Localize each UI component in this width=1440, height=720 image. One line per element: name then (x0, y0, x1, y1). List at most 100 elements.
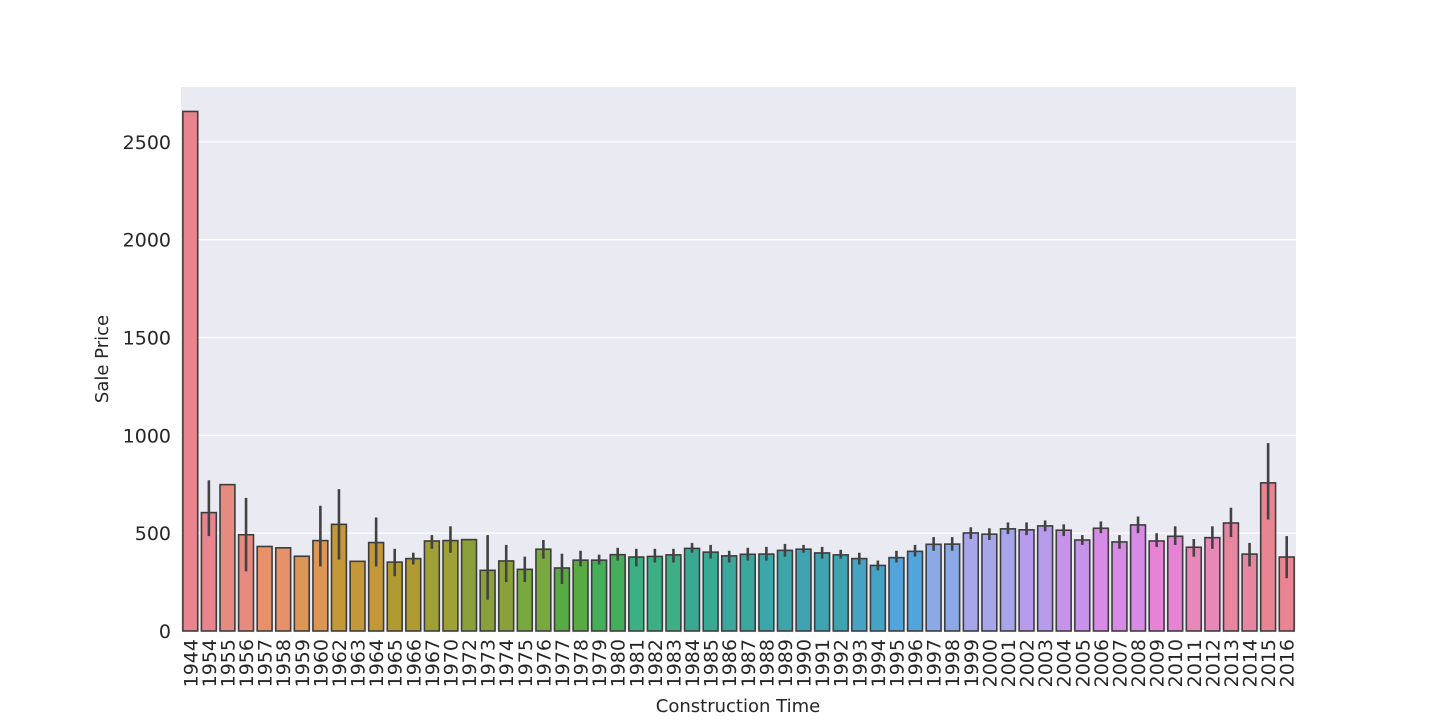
bar (1185, 546, 1203, 632)
error-bars (207, 443, 1289, 600)
gridlines (181, 141, 1296, 632)
x-tick-label: 1977 (552, 639, 574, 687)
bar (813, 552, 831, 632)
bar (851, 557, 868, 632)
x-tick-label: 2003 (1035, 639, 1057, 687)
x-tick-label: 2012 (1202, 639, 1224, 687)
x-tick-label: 1944 (180, 639, 202, 687)
x-tick-label: 1959 (292, 639, 314, 687)
y-tick-label: 0 (159, 621, 171, 643)
x-tick-label: 1976 (533, 639, 555, 687)
bar (1036, 525, 1054, 632)
x-tick-label: 2013 (1221, 639, 1243, 687)
x-tick-label: 1991 (812, 639, 834, 687)
y-axis-title: Sale Price (92, 315, 113, 403)
x-tick-label: 1993 (849, 639, 871, 687)
x-tick-label: 1983 (663, 639, 685, 687)
bar (460, 538, 478, 632)
bar (869, 564, 887, 632)
x-tick-label: 1958 (273, 639, 295, 687)
x-tick-label: 1963 (348, 639, 370, 687)
x-tick-label: 1957 (255, 639, 277, 687)
bar (219, 483, 236, 632)
plot-background (181, 87, 1296, 631)
x-tick-label: 1973 (478, 639, 500, 687)
x-tick-label: 1972 (459, 639, 481, 687)
bar (349, 560, 366, 632)
x-tick-label: 2014 (1240, 639, 1262, 687)
bar (274, 547, 292, 632)
x-tick-label: 1999 (961, 639, 983, 687)
bar (405, 557, 422, 632)
x-tick-label: 2005 (1072, 639, 1094, 687)
x-tick-label: 1986 (719, 639, 741, 687)
x-tick-label: 1979 (589, 639, 611, 687)
x-tick-label: 1998 (942, 639, 964, 687)
bar (182, 110, 199, 632)
x-tick-label: 1955 (217, 639, 239, 687)
x-tick-label: 1956 (236, 639, 258, 687)
x-tick-label: 2007 (1109, 639, 1131, 687)
bar (256, 545, 273, 632)
bar (1055, 529, 1072, 632)
x-tick-label: 2000 (979, 639, 1001, 687)
x-tick-label: 2015 (1258, 639, 1280, 687)
x-tick-label: 2010 (1165, 639, 1187, 687)
bar (962, 532, 980, 632)
x-tick-label: 1954 (199, 639, 221, 687)
x-tick-label: 2002 (1017, 639, 1039, 687)
bar (776, 549, 794, 632)
x-tick-label: 1962 (329, 639, 351, 687)
bar (1166, 535, 1184, 632)
x-tick-label: 1965 (385, 639, 407, 687)
x-tick-label: 1960 (310, 639, 332, 687)
bar (1092, 527, 1110, 632)
x-tick-label: 1996 (905, 639, 927, 687)
bar (925, 543, 942, 632)
x-axis-title: Construction Time (656, 696, 820, 717)
bar (1204, 536, 1221, 632)
bar (795, 548, 812, 632)
x-tick-label: 2004 (1054, 639, 1076, 687)
bar (739, 553, 757, 632)
x-tick-label: 1966 (403, 639, 425, 687)
x-tick-label: 2006 (1091, 639, 1113, 687)
bar (1222, 522, 1240, 632)
x-tick-label: 1990 (794, 639, 816, 687)
bar (981, 533, 998, 632)
y-tick-labels: 0 500 1000 1500 2000 2500 (123, 132, 171, 643)
x-tick-label: 1994 (868, 639, 890, 687)
bar (1129, 524, 1147, 632)
y-tick-label: 1000 (123, 425, 171, 447)
bar (609, 553, 626, 632)
bar (535, 548, 552, 632)
x-tick-label: 1964 (366, 639, 388, 687)
y-tick-label: 500 (135, 523, 171, 545)
bar (1111, 541, 1128, 632)
x-tick-label: 2008 (1128, 639, 1150, 687)
x-tick-label: 1970 (440, 639, 462, 687)
y-tick-label: 2500 (123, 132, 171, 154)
bar (906, 550, 924, 632)
x-tick-label: 1985 (701, 639, 723, 687)
x-tick-label: 1981 (626, 639, 648, 687)
bar (423, 540, 441, 632)
y-tick-label: 1500 (123, 327, 171, 349)
x-tick-label: 1989 (775, 639, 797, 687)
x-tick-label: 2009 (1147, 639, 1169, 687)
bars (182, 110, 1295, 632)
x-tick-label: 1982 (645, 639, 667, 687)
bar (590, 559, 608, 632)
bar (720, 555, 738, 632)
bar (1074, 539, 1091, 632)
x-tick-label: 1967 (422, 639, 444, 687)
bar (758, 553, 775, 632)
bar (943, 543, 961, 632)
x-tick-label: 1992 (831, 639, 853, 687)
bar (1018, 529, 1035, 632)
x-tick-label: 2016 (1277, 639, 1299, 687)
x-tick-label: 1975 (515, 639, 537, 687)
x-tick-label: 1987 (738, 639, 760, 687)
bar (665, 554, 682, 632)
x-tick-label: 1984 (682, 639, 704, 687)
